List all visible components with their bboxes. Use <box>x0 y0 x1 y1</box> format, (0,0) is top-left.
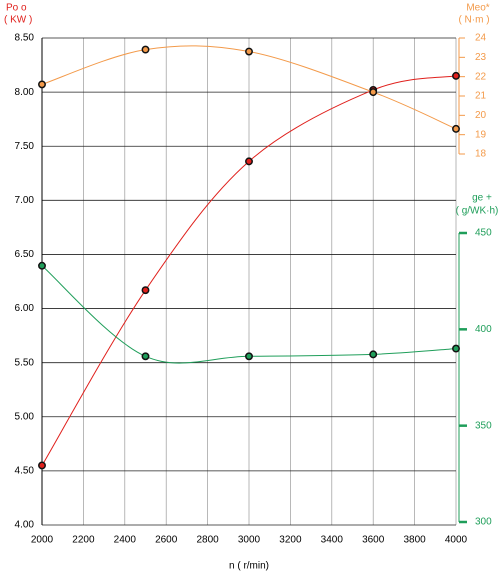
y3-tick-label: 450 <box>475 228 492 239</box>
y-tick-label: 5.00 <box>15 411 35 422</box>
data-point <box>245 352 253 361</box>
y3-tick-label: 350 <box>475 420 492 431</box>
x-tick-label: 3600 <box>362 535 385 546</box>
y-label: Po o <box>6 3 27 14</box>
x-tick-label: 3200 <box>279 535 302 546</box>
x-tick-label: 2000 <box>31 535 54 546</box>
data-point <box>245 47 253 56</box>
x-tick-label: 3400 <box>321 535 344 546</box>
x-tick-label: 4000 <box>445 535 468 546</box>
x-tick-label: 2600 <box>155 535 178 546</box>
y3-unit: ( g/WK·h) <box>456 206 499 217</box>
series-line <box>41 75 457 466</box>
y3-label: ge + <box>472 193 492 204</box>
data-point <box>369 350 378 359</box>
data-point <box>141 286 150 295</box>
y-tick-label: 6.50 <box>15 249 35 260</box>
y2-tick-label: 20 <box>475 110 487 121</box>
data-point <box>141 45 150 54</box>
y-tick-label: 4.00 <box>15 520 35 531</box>
y-tick-label: 7.50 <box>15 141 35 152</box>
y2-tick-label: 24 <box>475 33 487 44</box>
x-label: n ( r/min) <box>229 561 269 572</box>
y2-tick-label: 18 <box>475 149 487 160</box>
data-point <box>452 344 460 353</box>
x-tick-label: 2800 <box>196 535 219 546</box>
x-tick-label: 2200 <box>72 535 95 546</box>
x-tick-label: 2400 <box>114 535 137 546</box>
data-point <box>369 88 378 97</box>
x-tick-label: 3800 <box>403 535 426 546</box>
y2-label: Meo* <box>466 3 489 14</box>
y-tick-label: 8.00 <box>15 87 35 98</box>
y-tick-label: 5.50 <box>15 357 35 368</box>
y3-tick-label: 400 <box>475 324 492 335</box>
y2-tick-label: 23 <box>475 52 487 63</box>
data-point <box>452 124 460 133</box>
y-tick-label: 4.50 <box>15 466 35 477</box>
data-point <box>141 352 150 361</box>
y2-tick-label: 21 <box>475 91 487 102</box>
data-point <box>38 461 46 470</box>
y-tick-label: 7.00 <box>15 195 35 206</box>
y-tick-label: 8.50 <box>15 33 35 44</box>
y2-unit: ( N·m ) <box>458 15 489 26</box>
data-point <box>452 71 460 80</box>
data-point <box>38 80 46 89</box>
y-tick-label: 6.00 <box>15 303 35 314</box>
y-unit: ( KW ) <box>4 15 32 26</box>
x-tick-label: 3000 <box>238 535 261 546</box>
data-point <box>245 157 253 166</box>
y3-tick-label: 300 <box>475 517 492 528</box>
y2-tick-label: 19 <box>475 129 487 140</box>
y2-tick-label: 22 <box>475 71 487 82</box>
data-point <box>38 261 46 270</box>
